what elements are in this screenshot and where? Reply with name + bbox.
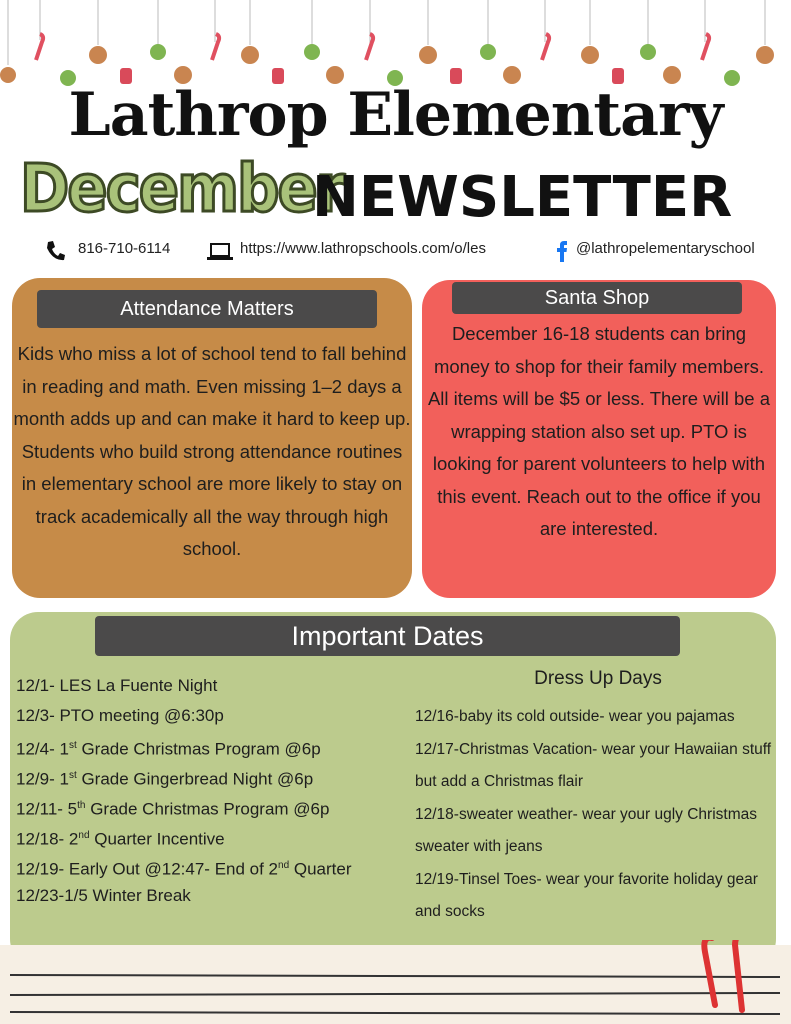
date-item: 12/11- 5th Grade Christmas Program @6p (16, 791, 416, 821)
social: @lathropelementaryschool (576, 240, 755, 257)
date-text: nd (78, 830, 90, 841)
paper-stripes (0, 940, 791, 1024)
attendance-heading: Attendance Matters (37, 290, 377, 328)
title: Lathrop Elementary (68, 80, 724, 150)
website: https://www.lathropschools.com/o/les (240, 240, 486, 257)
phone: 816-710-6114 (78, 240, 171, 257)
date-item: 12/9- 1st Grade Gingerbread Night @6p (16, 761, 416, 791)
date-item: 12/18- 2nd Quarter Incentive (16, 821, 416, 851)
facebook-icon (557, 241, 567, 262)
dress-item: 12/17-Christmas Vacation- wear your Hawa… (415, 740, 772, 791)
dress-list: 12/16-baby its cold outside- wear you pa… (415, 701, 777, 929)
laptop-icon (207, 243, 233, 260)
date-text: st (68, 740, 77, 751)
date-text: 12/4- 1 (16, 739, 69, 759)
dress-item: 12/19-Tinsel Toes- wear your favorite ho… (415, 870, 758, 921)
date-text: Grade Christmas Program @6p (85, 799, 330, 819)
santa-box: Santa Shop December 16-18 students can b… (422, 280, 776, 598)
date-text: th (77, 800, 86, 811)
month: December (18, 149, 346, 229)
attendance-box: Attendance Matters Kids who miss a lot o… (12, 278, 412, 598)
date-text: 12/3- PTO meeting @6:30p (16, 706, 224, 725)
dress-item: 12/18-sweater weather- wear your ugly Ch… (415, 805, 757, 856)
garland (0, 0, 774, 86)
santa-heading: Santa Shop (452, 282, 742, 314)
date-text: Grade Christmas Program @6p (76, 739, 321, 759)
santa-body: December 16-18 students can bring money … (427, 323, 771, 539)
date-text: Quarter (289, 859, 352, 879)
date-text: 12/9- 1 (16, 769, 69, 789)
subtitle: NEWSLETTER (312, 165, 733, 230)
date-item: 12/3- PTO meeting @6:30p (16, 701, 416, 731)
dress-item: 12/16-baby its cold outside- wear you pa… (415, 708, 735, 725)
date-text: 12/1- LES La Fuente Night (16, 676, 218, 695)
date-item: 12/19- Early Out @12:47- End of 2nd Quar… (16, 851, 416, 881)
date-text: nd (278, 860, 290, 871)
attendance-body: Kids who miss a lot of school tend to fa… (13, 343, 411, 559)
date-item: 12/1- LES La Fuente Night (16, 671, 416, 701)
date-text: 12/11- 5 (16, 799, 78, 819)
dates-box: Important Dates 12/1- LES La Fuente Nigh… (10, 612, 776, 967)
date-text: Grade Gingerbread Night @6p (76, 769, 314, 789)
dress-heading: Dress Up Days (534, 668, 662, 689)
dates-list: 12/1- LES La Fuente Night 12/3- PTO meeti… (16, 671, 416, 911)
date-text: st (68, 770, 77, 781)
date-text: 12/19- Early Out @12:47- End of 2 (16, 859, 279, 879)
date-text: Quarter Incentive (89, 829, 225, 849)
date-item: 12/4- 1st Grade Christmas Program @6p (16, 731, 416, 761)
date-text: 12/23-1/5 Winter Break (16, 886, 191, 905)
date-text: 12/18- 2 (16, 829, 79, 849)
date-item: 12/23-1/5 Winter Break (16, 881, 416, 911)
phone-icon (47, 241, 65, 261)
dates-heading: Important Dates (95, 616, 680, 656)
